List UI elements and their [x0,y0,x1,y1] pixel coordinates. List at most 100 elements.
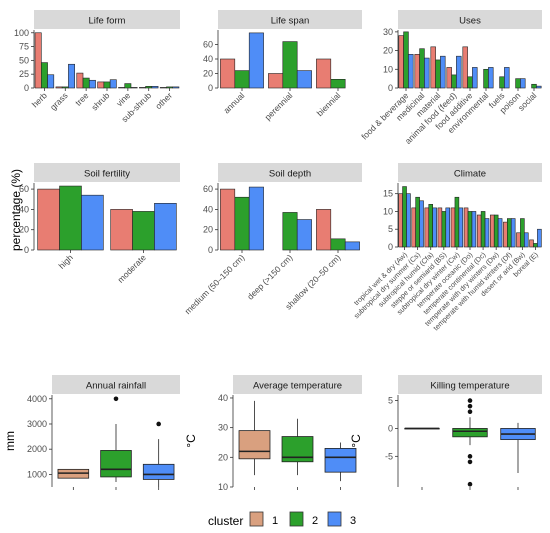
outlier-point [467,409,473,415]
bar [109,79,117,89]
y-axis-label: °C [349,434,363,448]
bar [462,46,468,89]
panel-title: Soil fertility [84,169,130,180]
y-tick-label: 40 [19,204,29,214]
bar [467,76,473,89]
panel-3: Soil fertility 0 20 40 60 high moderate [19,163,180,285]
bar [531,83,537,89]
bar [483,68,489,89]
bar [445,207,451,248]
bar [406,193,411,248]
bar [296,219,312,251]
y-tick-label: 0 [388,423,393,433]
bar [296,70,312,89]
panel-title: Uses [459,16,481,27]
bar [414,54,420,89]
y-tick-label: 5 [388,396,393,406]
bar [248,32,264,89]
bar [432,207,437,248]
bar [441,211,447,248]
y-tick-label: 50 [19,55,29,65]
bar [435,59,441,89]
y-tick-label: 1000 [27,469,47,479]
panel-title: Average temperature [253,381,342,392]
legend-key-3 [327,511,342,527]
bar [520,218,525,248]
bar [430,46,436,89]
bar [510,218,516,248]
box-2 [281,418,314,476]
y-tick-label: 0 [388,242,393,252]
y-tick-label: 40 [203,204,213,214]
bar [424,207,430,248]
bar [344,241,360,251]
bar [59,185,82,251]
panel-title: Soil depth [269,169,311,180]
y-tick-label: 75 [19,42,29,52]
panel-strip [398,375,542,394]
bar [454,196,460,248]
box-3 [500,422,536,474]
y-tick-label: 25 [19,69,29,79]
panel-title: Annual rainfall [86,381,146,392]
bar [139,87,146,89]
box-body [324,448,357,473]
bar [450,207,456,248]
bar [537,228,542,248]
y-tick-label: 4000 [27,394,47,404]
y-tick-label: 0 [24,245,29,255]
bar [61,86,69,89]
bar [220,58,236,89]
y-tick-label: 40 [203,54,213,64]
panel-7: Average temperature 10 20 30 40 °C [184,375,362,492]
bar [124,83,132,89]
bar [507,218,512,248]
bar [529,239,534,248]
y-tick-label: 60 [203,184,213,194]
panel-4: Soil depth 0 20 40 60 medium (50–150 cm)deep … [183,163,362,316]
bar [516,232,521,248]
legend-key-2 [289,511,304,527]
panel-strip [52,375,180,394]
bar [145,86,153,89]
bar [493,214,499,248]
bar [316,209,332,251]
x-tick-label: other [153,90,174,111]
bar [130,87,138,89]
bar [282,212,298,251]
bar [456,55,462,89]
panel-title: Climate [454,169,486,180]
bar [402,186,407,248]
bar [480,211,486,248]
bar [463,207,469,248]
x-tick-label: annual [221,90,246,115]
y-tick-label: 60 [203,40,213,50]
x-tick-label: medium (50–150 cm) [183,252,247,316]
bar [330,79,346,89]
bar [97,81,105,89]
bar [408,54,414,89]
x-tick-label: perennial [263,90,295,122]
box-body [238,430,271,460]
bar [154,203,177,251]
bar [172,86,180,89]
y-tick-label: 0 [24,83,29,93]
panel-6: Annual rainfall 1000 2000 3000 4000 mm [3,375,180,490]
box-body [452,428,488,438]
bar [467,211,473,248]
panel-title: Life form [89,16,126,27]
bar [76,72,84,89]
x-tick-label: deep (>150 cm) [245,252,294,301]
bar [268,73,284,89]
x-tick-label: shrub [89,90,111,112]
bar [34,32,42,89]
bar [437,207,443,248]
y-axis-label: mm [3,431,17,451]
y-tick-label: 0 [208,83,213,93]
bar [81,194,104,251]
y-tick-label: 10 [218,482,228,492]
bar [499,76,505,89]
y-tick-label: 3000 [27,419,47,429]
x-tick-label: social [516,90,539,113]
